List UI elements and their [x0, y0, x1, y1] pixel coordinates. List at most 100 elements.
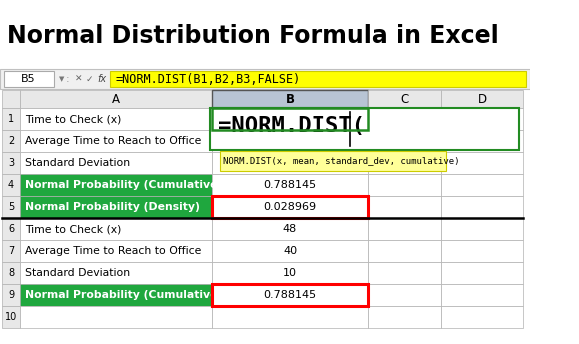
Bar	[212, 174, 368, 196]
Text: =NORM.DIST(B1,B2,B3,FALSE): =NORM.DIST(B1,B2,B3,FALSE)	[115, 73, 301, 86]
Bar	[20, 240, 212, 262]
Text: Standard Deviation: Standard Deviation	[25, 158, 130, 168]
Text: 7: 7	[8, 246, 14, 256]
Text: 0.788145: 0.788145	[263, 290, 317, 300]
Text: Standard Deviation: Standard Deviation	[25, 268, 130, 278]
Text: 0.028969: 0.028969	[263, 202, 317, 212]
Bar	[212, 196, 368, 218]
Bar	[441, 284, 523, 306]
Bar	[0, 69, 530, 89]
Text: Time to Check (x): Time to Check (x)	[25, 224, 121, 234]
Bar	[110, 71, 526, 87]
Bar	[368, 218, 441, 240]
Bar	[20, 262, 212, 284]
Text: B: B	[285, 93, 295, 106]
Text: 9: 9	[8, 290, 14, 300]
Bar	[2, 218, 20, 240]
Bar	[20, 174, 212, 196]
Bar	[212, 130, 368, 152]
Text: 0.788145: 0.788145	[263, 180, 317, 190]
Bar	[2, 240, 20, 262]
Text: Time to Check (x): Time to Check (x)	[25, 114, 121, 124]
Text: fx: fx	[97, 74, 106, 84]
Text: Normal Probability (Cumulative): Normal Probability (Cumulative)	[25, 180, 222, 190]
Text: B5: B5	[21, 74, 36, 84]
Bar	[212, 108, 368, 130]
Bar	[219, 151, 446, 171]
Text: 8: 8	[8, 268, 14, 278]
Bar	[441, 108, 523, 130]
Text: 10: 10	[5, 312, 17, 322]
Bar	[20, 196, 212, 218]
Text: Normal Distribution Formula in Excel: Normal Distribution Formula in Excel	[8, 24, 499, 48]
Text: 1: 1	[8, 114, 14, 124]
Bar	[368, 262, 441, 284]
Text: Average Time to Reach to Office: Average Time to Reach to Office	[25, 246, 201, 256]
Bar	[368, 240, 441, 262]
Bar	[441, 90, 523, 108]
Text: 40: 40	[283, 246, 297, 256]
Bar	[212, 284, 368, 306]
Bar	[20, 90, 212, 108]
Bar	[2, 306, 20, 328]
Bar	[212, 262, 368, 284]
Bar	[20, 284, 212, 306]
Bar	[2, 262, 20, 284]
Bar	[212, 108, 368, 130]
Bar	[2, 152, 20, 174]
Bar	[368, 306, 441, 328]
Bar	[212, 196, 368, 218]
Bar	[441, 130, 523, 152]
Bar	[2, 130, 20, 152]
Text: 10: 10	[283, 268, 297, 278]
Text: A: A	[112, 93, 120, 106]
Text: 3: 3	[8, 158, 14, 168]
Text: ▼: ▼	[58, 76, 64, 82]
Bar	[368, 174, 441, 196]
Bar	[212, 240, 368, 262]
Bar	[210, 108, 519, 150]
Bar	[212, 218, 368, 240]
Bar	[441, 152, 523, 174]
Text: Normal Probability (Cumulative): Normal Probability (Cumulative)	[25, 290, 222, 300]
Text: Normal Probability (Density): Normal Probability (Density)	[25, 202, 200, 212]
Bar	[2, 108, 20, 130]
Bar	[20, 130, 212, 152]
Text: 4: 4	[8, 180, 14, 190]
Bar	[441, 306, 523, 328]
Bar	[368, 152, 441, 174]
Bar	[2, 90, 20, 108]
Bar	[441, 174, 523, 196]
Text: NORM.DIST(x, mean, standard_dev, cumulative): NORM.DIST(x, mean, standard_dev, cumulat…	[223, 157, 460, 165]
Bar	[20, 108, 212, 130]
Bar	[2, 284, 20, 306]
Text: 5: 5	[8, 202, 14, 212]
Text: ✓: ✓	[86, 75, 93, 84]
Bar	[441, 240, 523, 262]
Bar	[368, 284, 441, 306]
Bar	[368, 90, 441, 108]
Text: =NORM.DIST(: =NORM.DIST(	[218, 116, 365, 136]
Bar	[441, 262, 523, 284]
Text: 48: 48	[283, 224, 297, 234]
Bar	[368, 196, 441, 218]
Text: :: :	[66, 74, 69, 84]
Bar	[20, 306, 212, 328]
Bar	[368, 108, 441, 130]
Text: ✕: ✕	[75, 75, 83, 84]
Bar	[20, 218, 212, 240]
Text: 6: 6	[8, 224, 14, 234]
Bar	[441, 218, 523, 240]
Text: C: C	[400, 93, 409, 106]
Bar	[20, 152, 212, 174]
Bar	[212, 90, 368, 108]
Bar	[212, 152, 368, 174]
Bar	[212, 284, 368, 306]
Bar	[3, 71, 54, 87]
Bar	[2, 174, 20, 196]
Bar	[2, 196, 20, 218]
Bar	[212, 306, 368, 328]
Text: 2: 2	[8, 136, 14, 146]
Text: D: D	[478, 93, 487, 106]
Bar	[441, 196, 523, 218]
